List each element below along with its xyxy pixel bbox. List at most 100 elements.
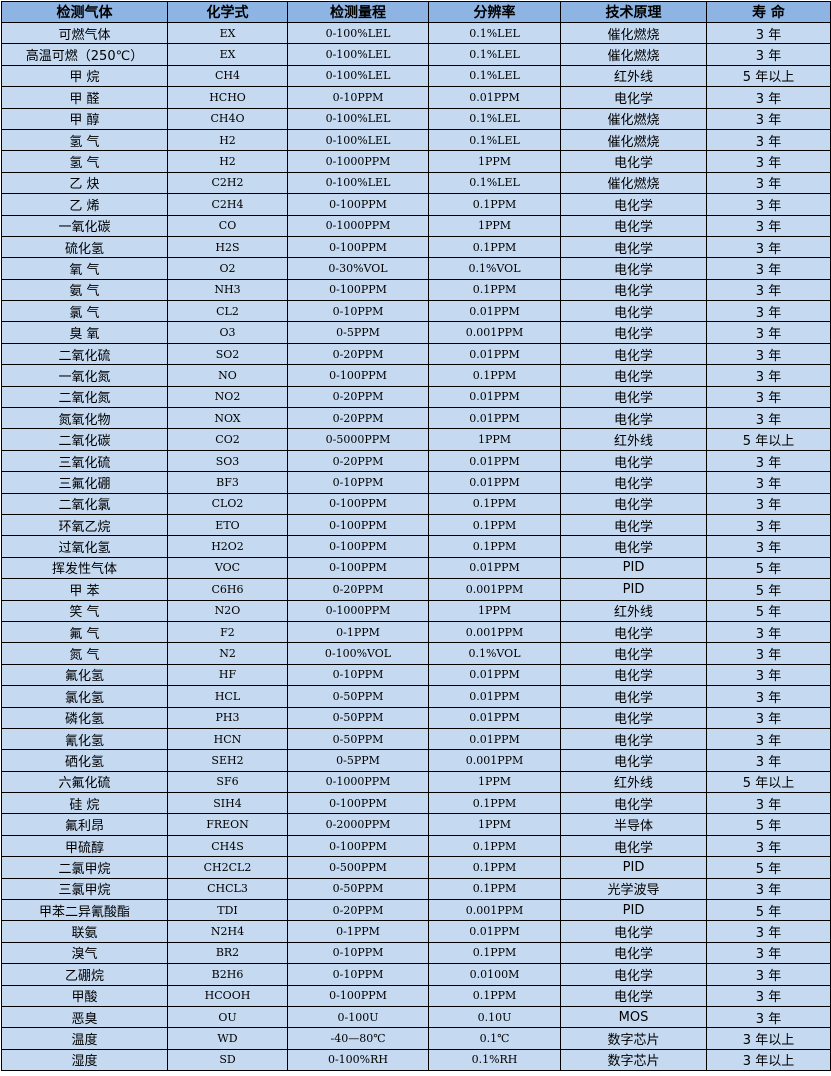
cell-principle: 电化学 (560, 963, 707, 986)
cell-formula: ETO (167, 513, 288, 537)
table-row: 可燃气体 EX 0-100%LEL 0.1%LEL 催化燃烧 3 年 (1, 21, 831, 45)
table-row: 联氨 N2H4 0-1PPM 0.01PPM 电化学 3 年 (1, 920, 831, 943)
table-row: 氟化氢 HF 0-10PPM 0.01PPM 电化学 3 年 (1, 663, 831, 687)
cell-principle: 电化学 (560, 385, 707, 409)
cell-lifetime: 3 年 (706, 278, 831, 302)
table-row: 环氧乙烷 ETO 0-100PPM 0.1PPM 电化学 3 年 (1, 513, 831, 537)
cell-resolution: 0.01PPM (428, 385, 561, 409)
cell-formula: FREON (167, 813, 288, 836)
cell-resolution: 0.01PPM (428, 706, 561, 729)
cell-formula: NH3 (167, 278, 288, 302)
cell-gas: 一氧化氮 (1, 364, 168, 387)
cell-formula: C2H4 (167, 193, 288, 216)
cell-resolution: 0.001PPM (428, 321, 561, 344)
cell-lifetime: 3 年 (706, 21, 831, 45)
cell-resolution: 0.1%VOL (428, 257, 561, 280)
cell-principle: PID (560, 856, 707, 879)
table-row: 三氟化硼 BF3 0-10PPM 0.01PPM 电化学 3 年 (1, 471, 831, 494)
cell-formula: N2H4 (167, 920, 288, 943)
header-principle: 技术原理 (560, 1, 707, 23)
cell-range: 0-20PPM (287, 385, 429, 409)
cell-gas: 甲 醛 (1, 86, 168, 109)
table-row: 乙硼烷 B2H6 0-10PPM 0.0100M 电化学 3 年 (1, 963, 831, 986)
cell-resolution: 0.1PPM (428, 235, 561, 259)
table-row: 甲 醛 HCHO 0-10PPM 0.01PPM 电化学 3 年 (1, 86, 831, 109)
cell-lifetime: 5 年以上 (706, 64, 831, 88)
cell-range: 0-20PPM (287, 342, 429, 366)
cell-formula: HCL (167, 685, 288, 708)
cell-resolution: 0.01PPM (428, 556, 561, 580)
cell-gas: 氢 气 (1, 128, 168, 152)
cell-gas: 溴气 (1, 941, 168, 965)
cell-gas: 甲 醇 (1, 107, 168, 130)
cell-formula: B2H6 (167, 963, 288, 986)
header-resolution: 分辨率 (428, 1, 561, 23)
table-row: 甲硫醇 CH4S 0-100PPM 0.1PPM 电化学 3 年 (1, 834, 831, 858)
cell-range: 0-1PPM (287, 920, 429, 943)
table-row: 硫化氢 H2S 0-100PPM 0.1PPM 电化学 3 年 (1, 235, 831, 259)
cell-lifetime: 5 年 (706, 813, 831, 836)
cell-lifetime: 3 年 (706, 150, 831, 173)
cell-range: 0-5PPM (287, 749, 429, 772)
cell-formula: SO2 (167, 342, 288, 366)
cell-range: 0-1000PPM (287, 599, 429, 622)
cell-formula: TDI (167, 899, 288, 922)
cell-principle: 电化学 (560, 792, 707, 815)
cell-formula: EX (167, 21, 288, 45)
table-row: 三氯甲烷 CHCL3 0-50PPM 0.1PPM 光学波导 3 年 (1, 877, 831, 901)
cell-principle: 电化学 (560, 235, 707, 259)
cell-gas: 三氯甲烷 (1, 877, 168, 901)
table-row: 甲酸 HCOOH 0-100PPM 0.1PPM 电化学 3 年 (1, 984, 831, 1007)
cell-resolution: 0.1%LEL (428, 21, 561, 45)
cell-formula: HCN (167, 727, 288, 751)
cell-lifetime: 3 年 (706, 941, 831, 965)
table-row: 氧 气 O2 0-30%VOL 0.1%VOL 电化学 3 年 (1, 257, 831, 280)
cell-formula: OU (167, 1005, 288, 1029)
cell-principle: 催化燃烧 (560, 128, 707, 152)
cell-gas: 氧 气 (1, 257, 168, 280)
cell-range: 0-1000PPM (287, 770, 429, 794)
cell-gas: 氯 气 (1, 300, 168, 323)
cell-resolution: 0.1%RH (428, 1048, 561, 1072)
cell-resolution: 0.10U (428, 1005, 561, 1029)
cell-resolution: 0.1PPM (428, 278, 561, 302)
cell-resolution: 0.01PPM (428, 86, 561, 109)
table-row: 二氯甲烷 CH2CL2 0-500PPM 0.1PPM PID 5 年 (1, 856, 831, 879)
cell-principle: 电化学 (560, 278, 707, 302)
cell-formula: WD (167, 1027, 288, 1050)
cell-range: 0-100%LEL (287, 43, 429, 66)
cell-resolution: 0.01PPM (428, 449, 561, 473)
cell-principle: 电化学 (560, 300, 707, 323)
table-row: 挥发性气体 VOC 0-100PPM 0.01PPM PID 5 年 (1, 556, 831, 580)
cell-range: 0-10PPM (287, 963, 429, 986)
cell-range: 0-1PPM (287, 620, 429, 644)
cell-resolution: 0.001PPM (428, 899, 561, 922)
table-row: 氢 气 H2 0-1000PPM 1PPM 电化学 3 年 (1, 150, 831, 173)
cell-formula: H2S (167, 235, 288, 259)
cell-gas: 环氧乙烷 (1, 513, 168, 537)
cell-gas: 二氧化氯 (1, 492, 168, 515)
header-range: 检测量程 (287, 1, 429, 23)
cell-lifetime: 5 年 (706, 856, 831, 879)
header-formula: 化学式 (167, 1, 288, 23)
header-lifetime: 寿 命 (706, 1, 831, 23)
cell-resolution: 0.1PPM (428, 856, 561, 879)
cell-resolution: 1PPM (428, 770, 561, 794)
cell-range: 0-1000PPM (287, 214, 429, 237)
cell-range: 0-100%RH (287, 1048, 429, 1072)
cell-resolution: 0.1PPM (428, 535, 561, 558)
cell-principle: 电化学 (560, 941, 707, 965)
cell-principle: 电化学 (560, 727, 707, 751)
cell-range: 0-50PPM (287, 727, 429, 751)
cell-formula: CLO2 (167, 492, 288, 515)
cell-lifetime: 3 年 (706, 535, 831, 558)
cell-principle: 电化学 (560, 984, 707, 1007)
cell-principle: 红外线 (560, 599, 707, 622)
cell-lifetime: 3 年 (706, 877, 831, 901)
cell-formula: SD (167, 1048, 288, 1072)
cell-lifetime: 3 年 (706, 449, 831, 473)
cell-lifetime: 3 年 (706, 300, 831, 323)
table-row: 过氧化氢 H2O2 0-100PPM 0.1PPM 电化学 3 年 (1, 535, 831, 558)
cell-range: -40—80℃ (287, 1027, 429, 1050)
cell-formula: BF3 (167, 471, 288, 494)
